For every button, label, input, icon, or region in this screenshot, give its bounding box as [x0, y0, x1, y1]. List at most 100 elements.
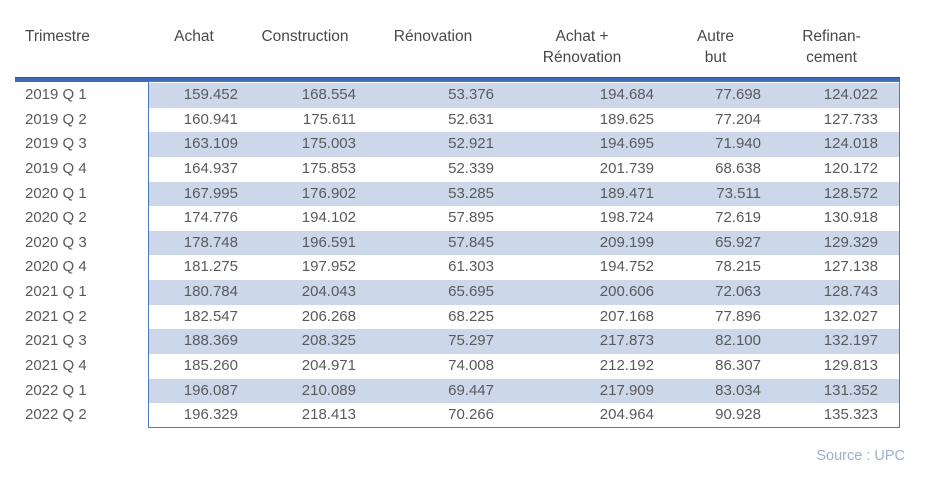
- value-cell: 194.102: [301, 209, 356, 227]
- value-cell: 135.323: [823, 406, 878, 424]
- row-label-cell: 2022 Q 1: [25, 381, 87, 399]
- row-label-cell: 2021 Q 3: [25, 332, 87, 350]
- table-row: 2019 Q 1 159.452 168.554 53.376 194.684 77.69…: [15, 83, 900, 108]
- value-cell: 53.285: [370, 181, 508, 207]
- value-cell: 167.995: [148, 181, 252, 207]
- row-label-cell: 2019 Q 2: [25, 110, 87, 128]
- column-header-label: Rénovation: [393, 28, 473, 45]
- table-row: 2020 Q 3 178.748 196.591 57.845 209.199 65.92…: [15, 230, 900, 256]
- table-row: 2019 Q 4 164.937 175.853 52.339 201.739 68.63…: [15, 157, 900, 182]
- value-cell: 194.684: [508, 83, 668, 108]
- value-cell: 75.297: [370, 329, 508, 354]
- value-cell: 208.325: [252, 329, 370, 354]
- value-cell: 52.631: [448, 110, 494, 128]
- value-cell: 174.776: [183, 209, 238, 227]
- table-row: 2022 Q 1 196.087 210.089 69.447 217.909 83.03…: [15, 378, 900, 404]
- value-cell: 200.606: [508, 280, 668, 305]
- value-cell: 212.192: [599, 356, 654, 374]
- value-cell: 181.275: [183, 258, 238, 276]
- value-cell: 82.100: [668, 329, 775, 354]
- value-cell: 129.813: [823, 356, 878, 374]
- value-cell: 65.695: [370, 280, 508, 305]
- column-header-renovation: Rénovation: [370, 26, 508, 68]
- value-cell: 127.138: [823, 258, 878, 276]
- value-cell: 72.619: [715, 209, 761, 227]
- table-row: 2022 Q 2 196.329 218.413 70.266 204.964 90.92…: [15, 403, 900, 428]
- value-cell: 124.022: [775, 83, 900, 108]
- value-cell: 168.554: [252, 83, 370, 108]
- value-cell: 194.695: [508, 132, 668, 157]
- value-cell: 159.452: [148, 83, 252, 108]
- row-label-cell: 2019 Q 4: [25, 159, 87, 177]
- value-cell: 185.260: [183, 356, 238, 374]
- value-cell: 204.964: [599, 406, 654, 424]
- table-header-row: Trimestre Achat Construction Rénovation …: [15, 26, 900, 68]
- value-cell: 204.971: [301, 356, 356, 374]
- table-row: 2019 Q 3 163.109 175.003 52.921 194.695 71.94…: [15, 132, 900, 157]
- table-row: 2021 Q 2 182.547 206.268 68.225 207.168 77.89…: [15, 305, 900, 330]
- value-cell: 198.724: [599, 209, 654, 227]
- column-header-achat-renovation: Achat + Rénovation: [508, 26, 668, 68]
- column-header-label-line2: cement: [806, 49, 857, 66]
- table-row: 2021 Q 1 180.784 204.043 65.695 200.606 72.06…: [15, 280, 900, 305]
- value-cell: 52.339: [448, 159, 494, 177]
- column-header-autre-but: Autre but: [668, 26, 775, 68]
- value-cell: 69.447: [370, 378, 508, 404]
- value-cell: 61.303: [448, 258, 494, 276]
- table-row: 2021 Q 4 185.260 204.971 74.008 212.192 86.30…: [15, 354, 900, 379]
- value-cell: 128.743: [775, 280, 900, 305]
- row-label-cell: 2020 Q 2: [25, 209, 87, 227]
- value-cell: 196.087: [148, 378, 252, 404]
- row-label-cell: 2019 Q 1: [25, 86, 87, 103]
- value-cell: 77.204: [715, 110, 761, 128]
- row-label-cell: 2020 Q 1: [25, 184, 87, 202]
- value-cell: 217.909: [508, 378, 668, 404]
- value-cell: 194.752: [599, 258, 654, 276]
- row-label-cell: 2020 Q 3: [25, 233, 87, 251]
- column-header-label: Construction: [261, 28, 349, 45]
- header-divider-rule: [15, 77, 900, 82]
- column-header-label: Trimestre: [25, 28, 90, 45]
- value-cell: 57.845: [370, 230, 508, 256]
- column-header-achat: Achat: [148, 26, 252, 68]
- value-cell: 53.376: [370, 83, 508, 108]
- value-cell: 73.511: [668, 181, 775, 207]
- value-cell: 77.896: [715, 307, 761, 325]
- value-cell: 209.199: [508, 230, 668, 256]
- table-row: 2021 Q 3 188.369 208.325 75.297 217.873 82.10…: [15, 329, 900, 354]
- column-header-label-line2: Rénovation: [542, 49, 622, 66]
- value-cell: 178.748: [148, 230, 252, 256]
- value-cell: 175.853: [301, 159, 356, 177]
- value-cell: 188.369: [148, 329, 252, 354]
- table-row: 2020 Q 4 181.275 197.952 61.303 194.752 78.21…: [15, 255, 900, 280]
- value-cell: 207.168: [599, 307, 654, 325]
- column-header-construction: Construction: [252, 26, 370, 68]
- value-cell: 196.329: [183, 406, 238, 424]
- value-cell: 180.784: [148, 280, 252, 305]
- value-cell: 57.895: [448, 209, 494, 227]
- value-cell: 86.307: [715, 356, 761, 374]
- value-cell: 68.225: [448, 307, 494, 325]
- value-cell: 160.941: [183, 110, 238, 128]
- value-cell: 132.197: [775, 329, 900, 354]
- column-header-label: Achat: [174, 28, 214, 45]
- value-cell: 120.172: [823, 159, 878, 177]
- column-header-label-line2: but: [704, 49, 727, 66]
- value-cell: 217.873: [508, 329, 668, 354]
- column-header-label: Autre: [696, 28, 735, 45]
- table-row: 2020 Q 1 167.995 176.902 53.285 189.471 73.51…: [15, 181, 900, 207]
- row-label-cell: 2021 Q 2: [25, 307, 87, 325]
- value-cell: 204.043: [252, 280, 370, 305]
- value-cell: 68.638: [715, 159, 761, 177]
- value-cell: 71.940: [668, 132, 775, 157]
- column-header-label: Achat +: [555, 28, 609, 45]
- source-label: Source : UPC: [816, 448, 905, 464]
- value-cell: 197.952: [301, 258, 356, 276]
- value-cell: 127.733: [823, 110, 878, 128]
- row-label-cell: 2019 Q 3: [25, 135, 87, 153]
- value-cell: 128.572: [775, 181, 900, 207]
- table-body: 2019 Q 1 159.452 168.554 53.376 194.684 77.69…: [15, 83, 900, 428]
- row-label-cell: 2022 Q 2: [25, 406, 87, 424]
- value-cell: 78.215: [715, 258, 761, 276]
- value-cell: 218.413: [301, 406, 356, 424]
